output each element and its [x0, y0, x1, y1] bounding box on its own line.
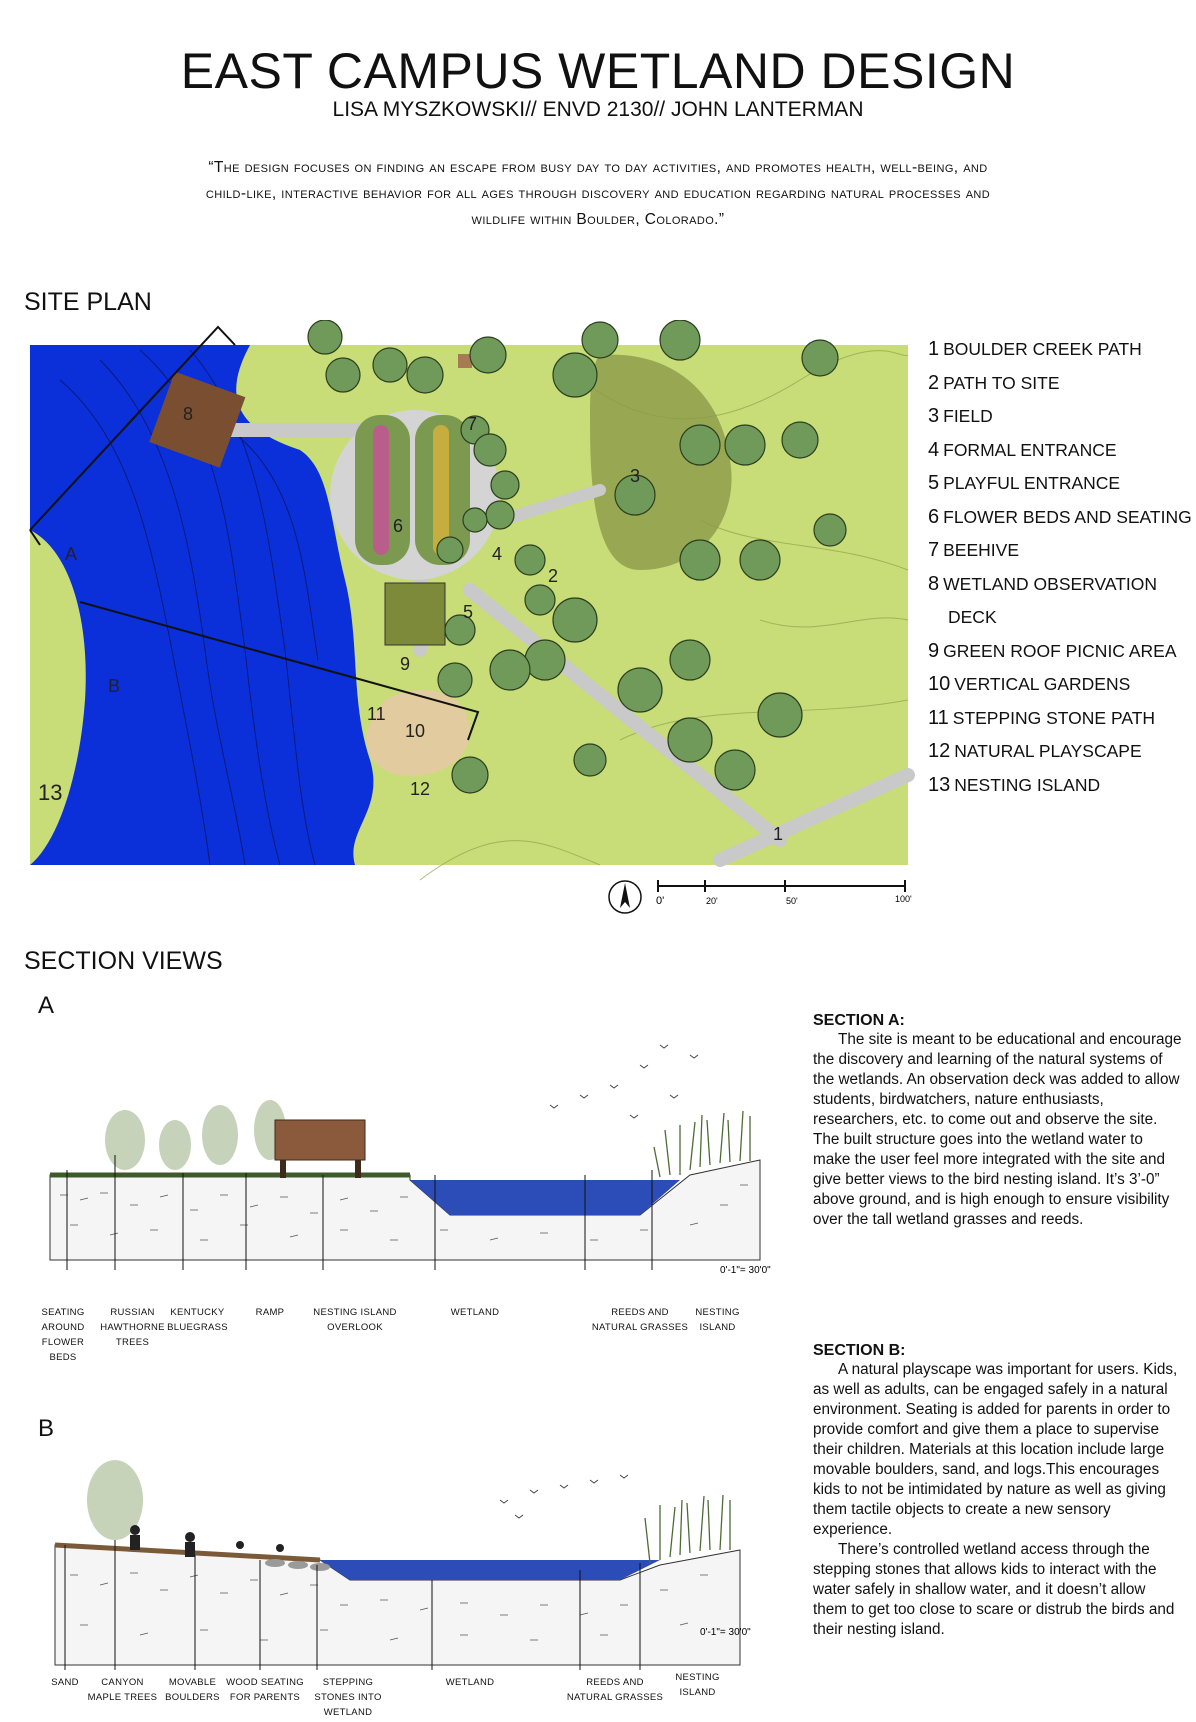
- marker-3: 3: [630, 466, 640, 486]
- marker-2: 2: [548, 566, 558, 586]
- label-reeds-a: REEDS AND NATURAL GRASSES: [591, 1307, 689, 1333]
- label-seating: SEATING AROUND FLOWER BEDS: [41, 1307, 85, 1363]
- legend-item: 5 PLAYFUL ENTRANCE: [928, 472, 1121, 494]
- section-cut-lines: [29, 325, 480, 741]
- marker-10: 10: [405, 721, 425, 741]
- label-nesting-overlook: NESTING ISLAND OVERLOOK: [313, 1307, 397, 1333]
- label-stepping-stones: STEPPING STONES INTO WETLAND: [314, 1677, 382, 1718]
- legend-item: 3 FIELD: [928, 405, 993, 427]
- nesting-island-shape: [30, 530, 86, 865]
- section-a-birds: [549, 1044, 699, 1119]
- marker-13: 13: [38, 780, 62, 805]
- marker-6: 6: [393, 516, 403, 536]
- playscape-area: [366, 690, 470, 777]
- svg-text:50': 50': [786, 896, 798, 906]
- marker-5: 5: [463, 602, 473, 622]
- field-shape: [590, 354, 732, 570]
- section-b-birds: [499, 1474, 629, 1519]
- legend-item: 12 NATURAL PLAYSCAPE: [928, 740, 1142, 762]
- section-a-letter: A: [38, 992, 55, 1019]
- section-b-description: SECTION B: A natural playscape was impor…: [813, 1342, 1178, 1638]
- section-a-reeds: [653, 1110, 751, 1178]
- label-russian-hawthorne: RUSSIAN HAWTHORNE TREES: [100, 1307, 165, 1348]
- north-arrow-icon: [608, 880, 642, 914]
- svg-text:0': 0': [656, 895, 664, 907]
- section-a-trees: [105, 1100, 286, 1170]
- design-statement: “The design focuses on finding an escape…: [205, 159, 991, 228]
- legend-item: 6 FLOWER BEDS AND SEATING: [928, 505, 1192, 528]
- map-trees: [307, 320, 847, 794]
- section-b-tree: [87, 1460, 143, 1540]
- beehive: [458, 354, 472, 368]
- label-wetland-b: WETLAND: [445, 1677, 495, 1688]
- section-b-drawing: 0'-1"= 30'0": [54, 1460, 751, 1670]
- label-reeds-b: REEDS AND NATURAL GRASSES: [566, 1677, 664, 1703]
- section-a-description: SECTION A: The site is meant to be educa…: [813, 1012, 1182, 1228]
- section-b-callouts: [64, 1540, 641, 1670]
- page-title: EAST CAMPUS WETLAND DESIGN: [180, 43, 1016, 99]
- svg-text:100': 100': [895, 894, 912, 904]
- marker-8: 8: [183, 404, 193, 424]
- observation-deck-structure: [274, 1119, 366, 1178]
- section-views-heading: SECTION VIEWS: [24, 947, 223, 975]
- marker-11: 11: [367, 704, 386, 724]
- legend-item: 11 STEPPING STONE PATH: [928, 706, 1156, 729]
- page-subtitle: LISA MYSZKOWSKI// ENVD 2130// JOHN LANTE…: [332, 98, 864, 121]
- site-plan-heading: SITE PLAN: [24, 288, 152, 316]
- label-kentucky-bluegrass: KENTUCKY BLUEGRASS: [167, 1307, 228, 1333]
- label-canyon-maple: CANYON MAPLE TREES: [87, 1677, 158, 1703]
- wetland-water: [30, 345, 374, 865]
- legend-item: 1 BOULDER CREEK PATH: [928, 338, 1142, 360]
- legend-item: 7 BEEHIVE: [928, 539, 1019, 561]
- observation-deck: [149, 371, 246, 468]
- section-marker-b: B: [108, 676, 120, 696]
- marker-4: 4: [492, 544, 502, 564]
- section-b-water: [320, 1560, 660, 1580]
- marker-1: 1: [773, 824, 783, 844]
- legend-item: 2 PATH TO SITE: [928, 371, 1060, 394]
- marker-9: 9: [400, 654, 410, 674]
- label-movable-boulders: MOVABLE BOULDERS: [165, 1677, 220, 1703]
- section-b-people: [130, 1525, 284, 1557]
- section-a-scale: 0'-1"= 30'0": [720, 1265, 771, 1276]
- label-wood-seating: WOOD SEATING FOR PARENTS: [226, 1677, 304, 1703]
- section-marker-a: A: [65, 544, 77, 564]
- label-ramp: RAMP: [255, 1307, 285, 1318]
- marker-7: 7: [467, 414, 477, 434]
- section-a-callouts: [66, 1155, 653, 1270]
- label-sand: SAND: [51, 1677, 79, 1688]
- legend-item: 4 FORMAL ENTRANCE: [928, 438, 1117, 461]
- section-b-scale: 0'-1"= 30'0": [700, 1627, 751, 1638]
- label-nesting-island-a: NESTING ISLAND: [695, 1307, 740, 1333]
- legend-item: 9 GREEN ROOF PICNIC AREA: [928, 639, 1177, 662]
- label-wetland-a: WETLAND: [450, 1307, 500, 1318]
- label-nesting-island-b: NESTING ISLAND: [675, 1672, 720, 1698]
- marker-12: 12: [410, 779, 430, 799]
- legend-item: 10 VERTICAL GARDENS: [928, 673, 1131, 695]
- section-b-letter: B: [38, 1415, 55, 1442]
- legend-item: 13 NESTING ISLAND: [928, 773, 1101, 796]
- scale-bar: 0' 20' 50' 100': [656, 880, 912, 907]
- section-b-reeds: [644, 1494, 731, 1564]
- site-plan-map: 1 2 3 4 5 6 7 8 9 10 11 12 13 A B 0' 20'…: [29, 320, 915, 914]
- green-roof-picnic: [384, 582, 446, 646]
- legend-item: 8 WETLAND OBSERVATION DECK: [928, 572, 1158, 628]
- section-b-stepping-stones: [265, 1559, 330, 1571]
- svg-text:20': 20': [706, 896, 718, 906]
- section-a-drawing: 0'-1"= 30'0": [49, 1044, 771, 1276]
- section-a-water: [410, 1180, 680, 1215]
- site-plan-legend: 1 BOULDER CREEK PATH 2 PATH TO SITE 3 FIELD…: [928, 333, 1192, 802]
